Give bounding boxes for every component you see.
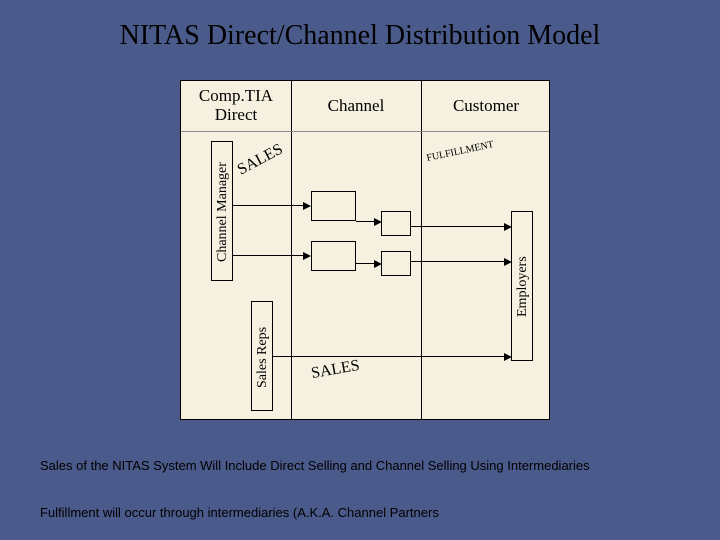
employers-label: Employers — [512, 212, 534, 362]
distribution-diagram: Comp.TIA Direct Channel Customer Channel… — [180, 80, 550, 420]
arrow-4 — [356, 263, 376, 264]
col-header-direct: Comp.TIA Direct — [181, 81, 291, 131]
arrow-4-head — [374, 260, 382, 268]
sales-label-bottom: SALES — [310, 357, 361, 383]
arrow-1 — [233, 205, 303, 206]
arrow-3-head — [374, 218, 382, 226]
channel-box-4 — [381, 251, 411, 276]
page-title: NITAS Direct/Channel Distribution Model — [0, 0, 720, 52]
col-header-channel: Channel — [291, 81, 421, 131]
channel-box-2 — [311, 241, 356, 271]
arrow-6 — [411, 261, 506, 262]
header-divider — [181, 131, 549, 132]
channel-manager-box: Channel Manager — [211, 141, 233, 281]
arrow-3 — [356, 221, 376, 222]
arrow-1-head — [303, 202, 311, 210]
arrow-6-head — [504, 258, 512, 266]
sales-label-top: SALES — [235, 141, 287, 180]
sales-reps-box: Sales Reps — [251, 301, 273, 411]
arrow-7 — [273, 356, 506, 357]
arrow-2 — [233, 255, 303, 256]
channel-manager-label: Channel Manager — [212, 142, 234, 282]
col-header-customer: Customer — [421, 81, 551, 131]
fulfillment-label: FULFILLMENT — [426, 139, 495, 164]
arrow-2-head — [303, 252, 311, 260]
arrow-7-head — [504, 353, 512, 361]
arrow-5 — [411, 226, 506, 227]
employers-box: Employers — [511, 211, 533, 361]
channel-box-3 — [381, 211, 411, 236]
channel-box-1 — [311, 191, 356, 221]
sales-reps-label: Sales Reps — [252, 302, 274, 412]
footer-line-1: Sales of the NITAS System Will Include D… — [40, 458, 680, 473]
arrow-5-head — [504, 223, 512, 231]
footer-line-2: Fulfillment will occur through intermedi… — [40, 505, 680, 520]
